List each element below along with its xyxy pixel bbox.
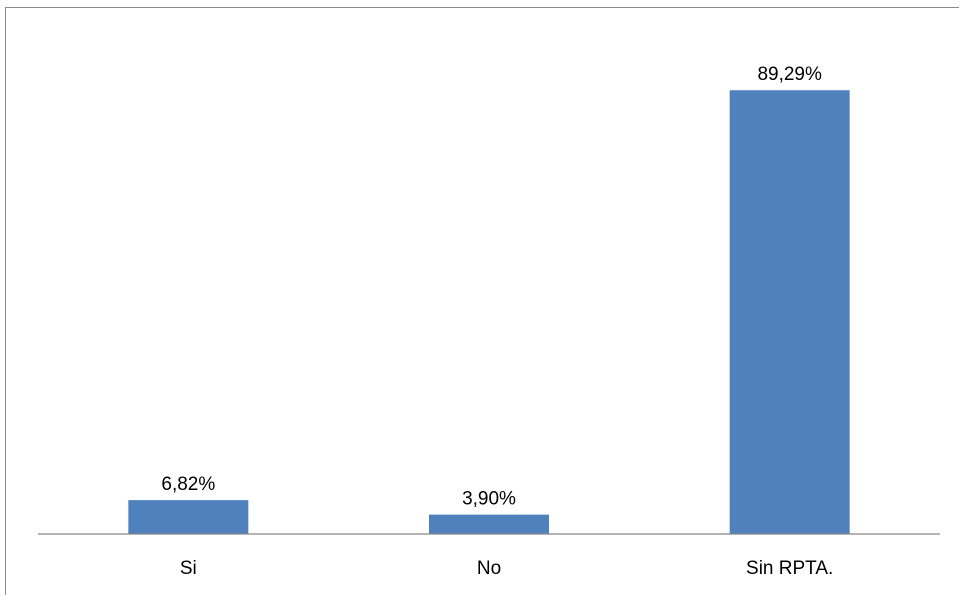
bar-2 <box>729 90 850 534</box>
data-label-1: 3,90% <box>462 489 516 510</box>
bar-0 <box>128 500 249 534</box>
x-tick-label-2: Sin RPTA. <box>746 558 833 579</box>
x-tick-label-1: No <box>477 558 501 579</box>
data-label-2: 89,29% <box>757 64 822 85</box>
x-tick-label-0: Si <box>180 558 197 579</box>
bars-layer <box>128 90 850 534</box>
bar-1 <box>429 514 549 534</box>
data-label-0: 6,82% <box>161 474 215 495</box>
labels-layer: 6,82% 3,90% 89,29% <box>161 64 822 509</box>
x-tick-labels: Si No Sin RPTA. <box>180 558 833 579</box>
